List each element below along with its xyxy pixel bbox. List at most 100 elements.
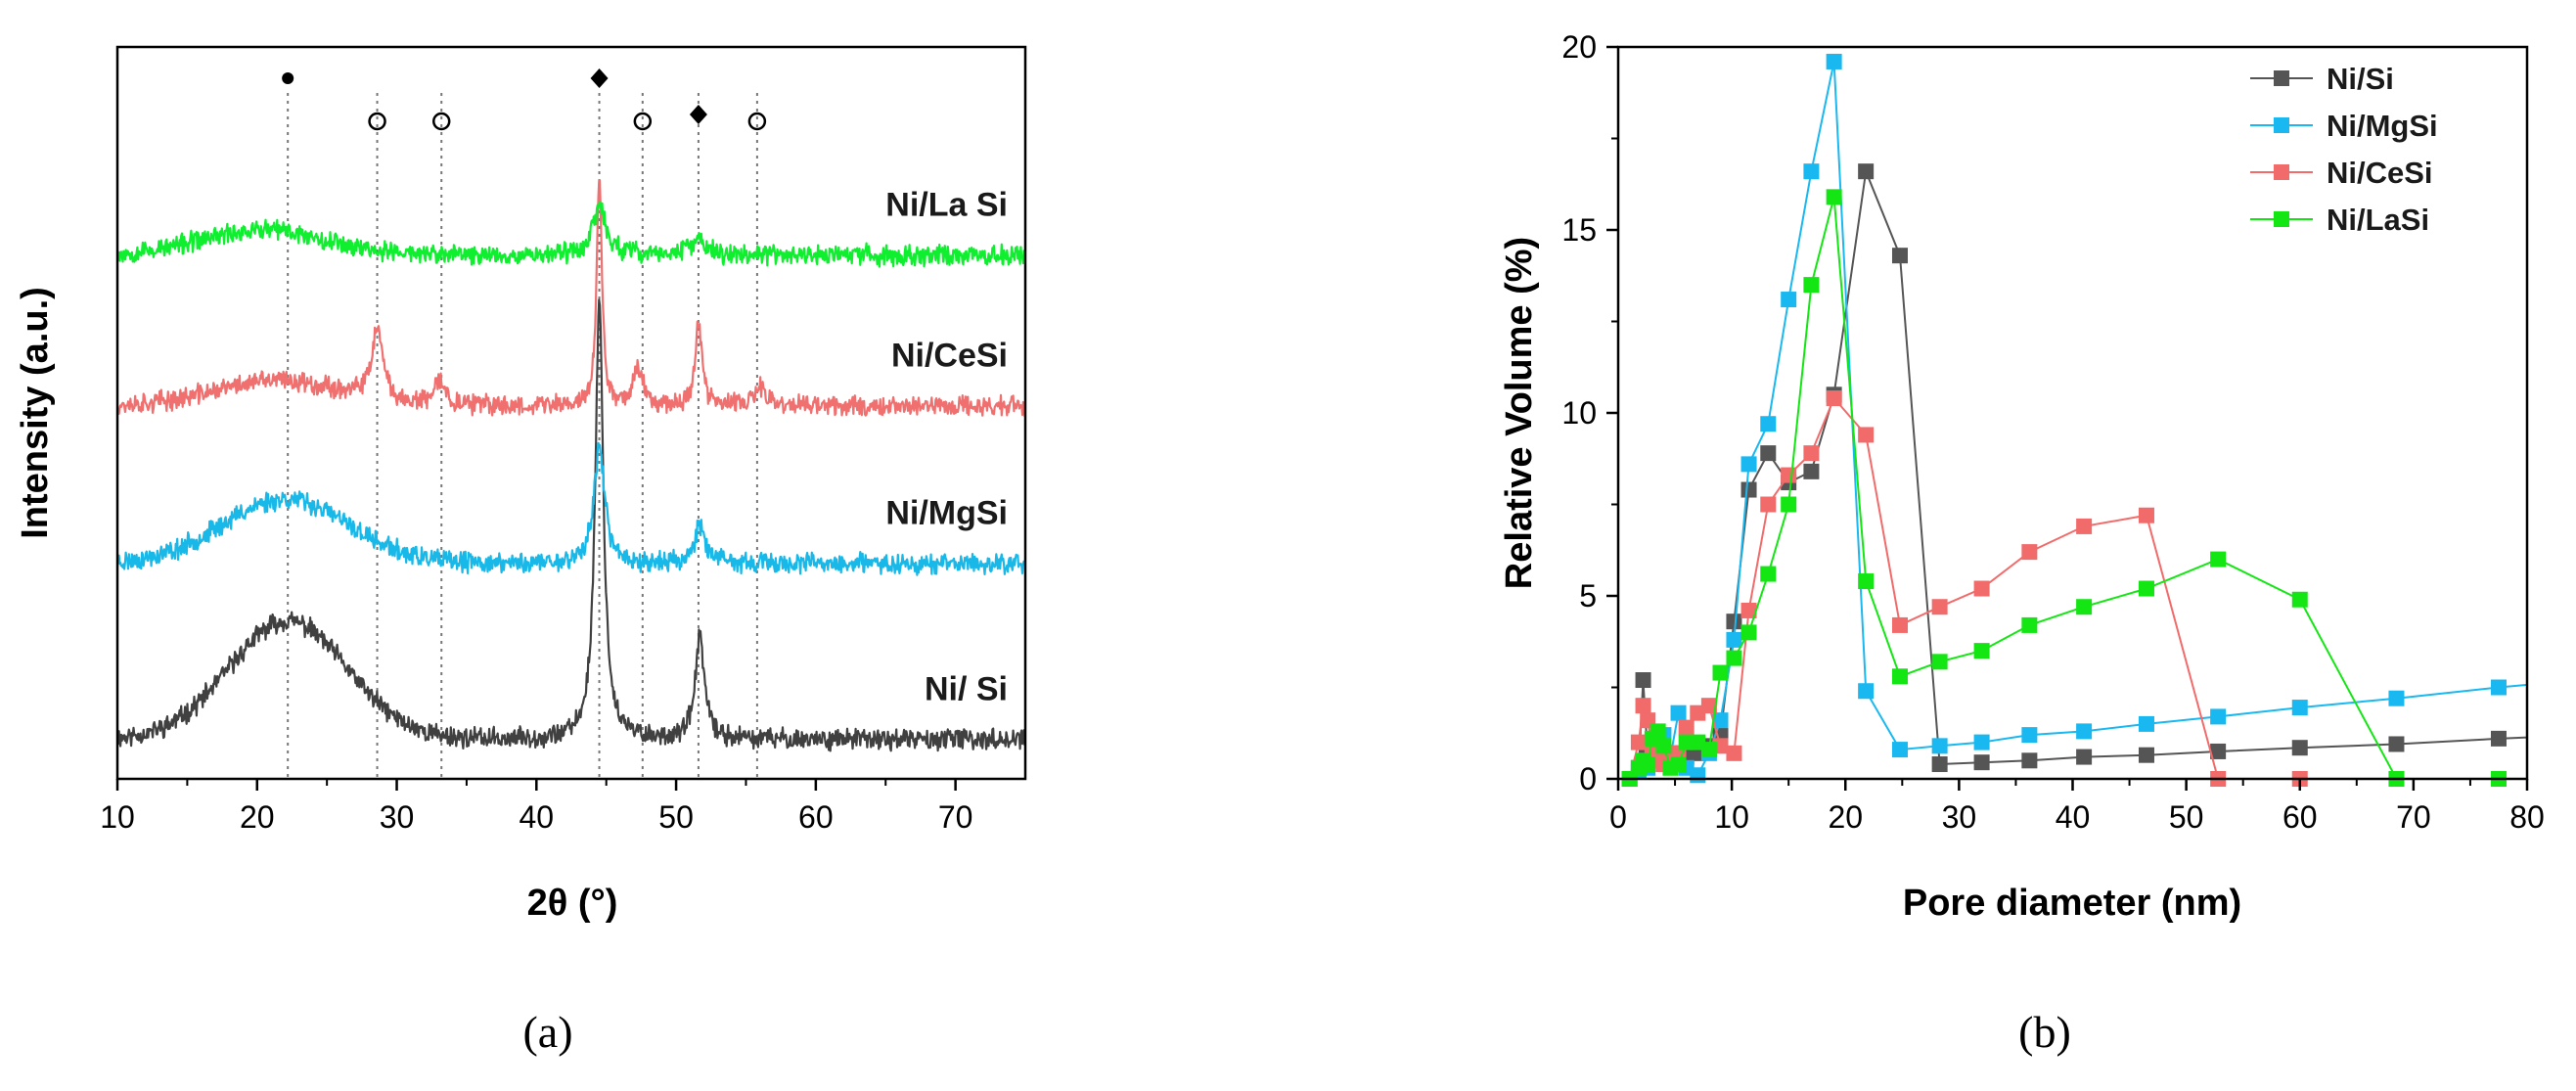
legend-item-ni-cesi: Ni/CeSi <box>2250 156 2433 190</box>
pore-point-ni-si <box>1931 756 1948 773</box>
pore-point-ni-mgsi <box>1760 416 1777 432</box>
legend-marker <box>2274 211 2289 227</box>
reference-lines-layer <box>287 93 758 779</box>
panel-a-caption: (a) <box>522 1007 572 1057</box>
b-x-tick-label-60: 60 <box>2282 799 2318 835</box>
xrd-trace-ni-si <box>116 298 1026 752</box>
pore-point-ni-lasi <box>1670 756 1687 773</box>
pore-point-ni-si <box>1635 672 1651 689</box>
pore-line-ni-lasi <box>1628 197 2527 780</box>
legend-label: Ni/LaSi <box>2327 203 2429 237</box>
pore-point-ni-si <box>2076 749 2093 765</box>
pore-x-axis-title: Pore diameter (nm) <box>1903 883 2241 924</box>
pore-point-ni-lasi <box>1803 277 1820 294</box>
pore-series-ni-mgsi <box>1621 53 2527 787</box>
pore-point-ni-cesi <box>1803 445 1820 462</box>
pore-point-ni-lasi <box>1760 566 1777 582</box>
pore-point-ni-cesi <box>2138 507 2154 523</box>
pore-legend: Ni/Si Ni/MgSi Ni/CeSi Ni/LaSi <box>2250 62 2438 237</box>
b-x-tick-label-80: 80 <box>2509 799 2545 835</box>
pore-axes: 0 10 20 30 40 50 60 70 80 0 5 10 15 20 <box>1561 29 2544 835</box>
pore-point-ni-cesi <box>1781 467 1797 483</box>
pore-point-ni-lasi <box>1931 654 1948 670</box>
pore-point-ni-si <box>1726 614 1742 630</box>
legend-item-ni-si: Ni/Si <box>2250 62 2394 96</box>
x-tick-label-70: 70 <box>938 799 973 835</box>
xrd-y-axis-title: Intensity (a.u.) <box>15 287 56 539</box>
xrd-trace-ni-lasi <box>115 202 1026 268</box>
pore-point-ni-mgsi <box>1973 734 1990 750</box>
pore-series-ni-lasi <box>1621 189 2527 787</box>
pore-line-ni-si <box>1628 167 2527 780</box>
series-label-ni-mgsi: Ni/MgSi <box>885 495 1008 532</box>
pore-point-ni-mgsi <box>1858 683 1875 700</box>
pore-point-ni-si <box>2490 730 2507 747</box>
pore-point-ni-si <box>2138 747 2154 763</box>
phase-markers-layer <box>282 68 767 131</box>
legend-marker <box>2274 164 2289 180</box>
b-y-tick-label-15: 15 <box>1561 212 1597 248</box>
pore-point-ni-cesi <box>2076 518 2093 534</box>
pore-point-ni-lasi <box>1781 496 1797 513</box>
pore-series-layer <box>1621 53 2527 787</box>
pore-point-ni-lasi <box>2210 551 2227 568</box>
legend-item-ni-mgsi: Ni/MgSi <box>2250 109 2438 143</box>
legend-item-ni-lasi: Ni/LaSi <box>2250 203 2429 237</box>
pore-point-ni-cesi <box>1630 734 1647 750</box>
pore-point-ni-cesi <box>1678 719 1695 736</box>
series-label-ni-si: Ni/ Si <box>925 670 1008 707</box>
b-x-tick-label-30: 30 <box>1942 799 1977 835</box>
pore-point-ni-lasi <box>2076 599 2093 615</box>
series-labels-layer: Ni/ Si Ni/MgSi Ni/CeSi Ni/La Si <box>885 186 1008 707</box>
pore-point-ni-lasi <box>1826 189 1842 205</box>
pore-point-ni-si <box>1760 445 1777 462</box>
open-circle-marker <box>747 112 767 131</box>
panel-b-caption: (b) <box>2018 1007 2071 1057</box>
pore-point-ni-mgsi <box>2076 723 2093 740</box>
pore-point-ni-lasi <box>1891 668 1908 685</box>
pore-point-ni-cesi <box>2021 544 2038 561</box>
pore-point-ni-lasi <box>1858 573 1875 590</box>
xrd-trace-ni-mgsi <box>115 441 1026 576</box>
pore-point-ni-cesi <box>1740 602 1757 618</box>
open-circle-marker <box>633 112 653 131</box>
b-y-tick-label-5: 5 <box>1579 578 1597 614</box>
legend-label: Ni/Si <box>2327 62 2394 96</box>
pore-point-ni-mgsi <box>2388 690 2405 706</box>
b-x-tick-label-50: 50 <box>2169 799 2204 835</box>
legend-label: Ni/MgSi <box>2327 109 2438 143</box>
b-x-tick-label-0: 0 <box>1609 799 1627 835</box>
pore-point-ni-cesi <box>1931 599 1948 615</box>
pore-point-ni-mgsi <box>2210 708 2227 725</box>
b-y-tick-label-0: 0 <box>1579 761 1597 796</box>
pore-point-ni-mgsi <box>1740 456 1757 473</box>
b-x-tick-label-40: 40 <box>2056 799 2091 835</box>
series-label-ni-lasi: Ni/La Si <box>885 186 1008 223</box>
pore-point-ni-lasi <box>2291 591 2308 608</box>
pore-point-ni-lasi <box>1726 650 1742 666</box>
pore-point-ni-mgsi <box>1712 712 1729 729</box>
pore-point-ni-lasi <box>1640 756 1656 773</box>
legend-marker <box>2274 70 2289 86</box>
pore-point-ni-cesi <box>1700 698 1717 714</box>
pore-point-ni-cesi <box>1973 580 1990 597</box>
diamond-marker <box>590 68 609 88</box>
pore-y-axis-title: Relative Volume (%) <box>1499 237 1540 589</box>
xrd-series-layer <box>115 179 1026 752</box>
pore-point-ni-lasi <box>1712 664 1729 681</box>
xrd-trace-ni-cesi <box>115 179 1026 417</box>
pore-point-ni-cesi <box>1826 390 1842 407</box>
pore-point-ni-mgsi <box>2490 679 2507 696</box>
pore-point-ni-si <box>1973 754 1990 771</box>
x-tick-label-20: 20 <box>240 799 275 835</box>
pore-plot-area <box>1621 53 2527 787</box>
pore-point-ni-mgsi <box>1726 631 1742 648</box>
x-tick-label-40: 40 <box>520 799 555 835</box>
pore-point-ni-mgsi <box>2138 715 2154 732</box>
pore-point-ni-si <box>1740 481 1757 498</box>
xrd-x-axis: 10 20 30 40 50 60 70 <box>100 779 972 835</box>
series-label-ni-cesi: Ni/CeSi <box>891 337 1008 374</box>
b-y-tick-label-10: 10 <box>1561 395 1597 431</box>
b-x-tick-label-70: 70 <box>2396 799 2431 835</box>
